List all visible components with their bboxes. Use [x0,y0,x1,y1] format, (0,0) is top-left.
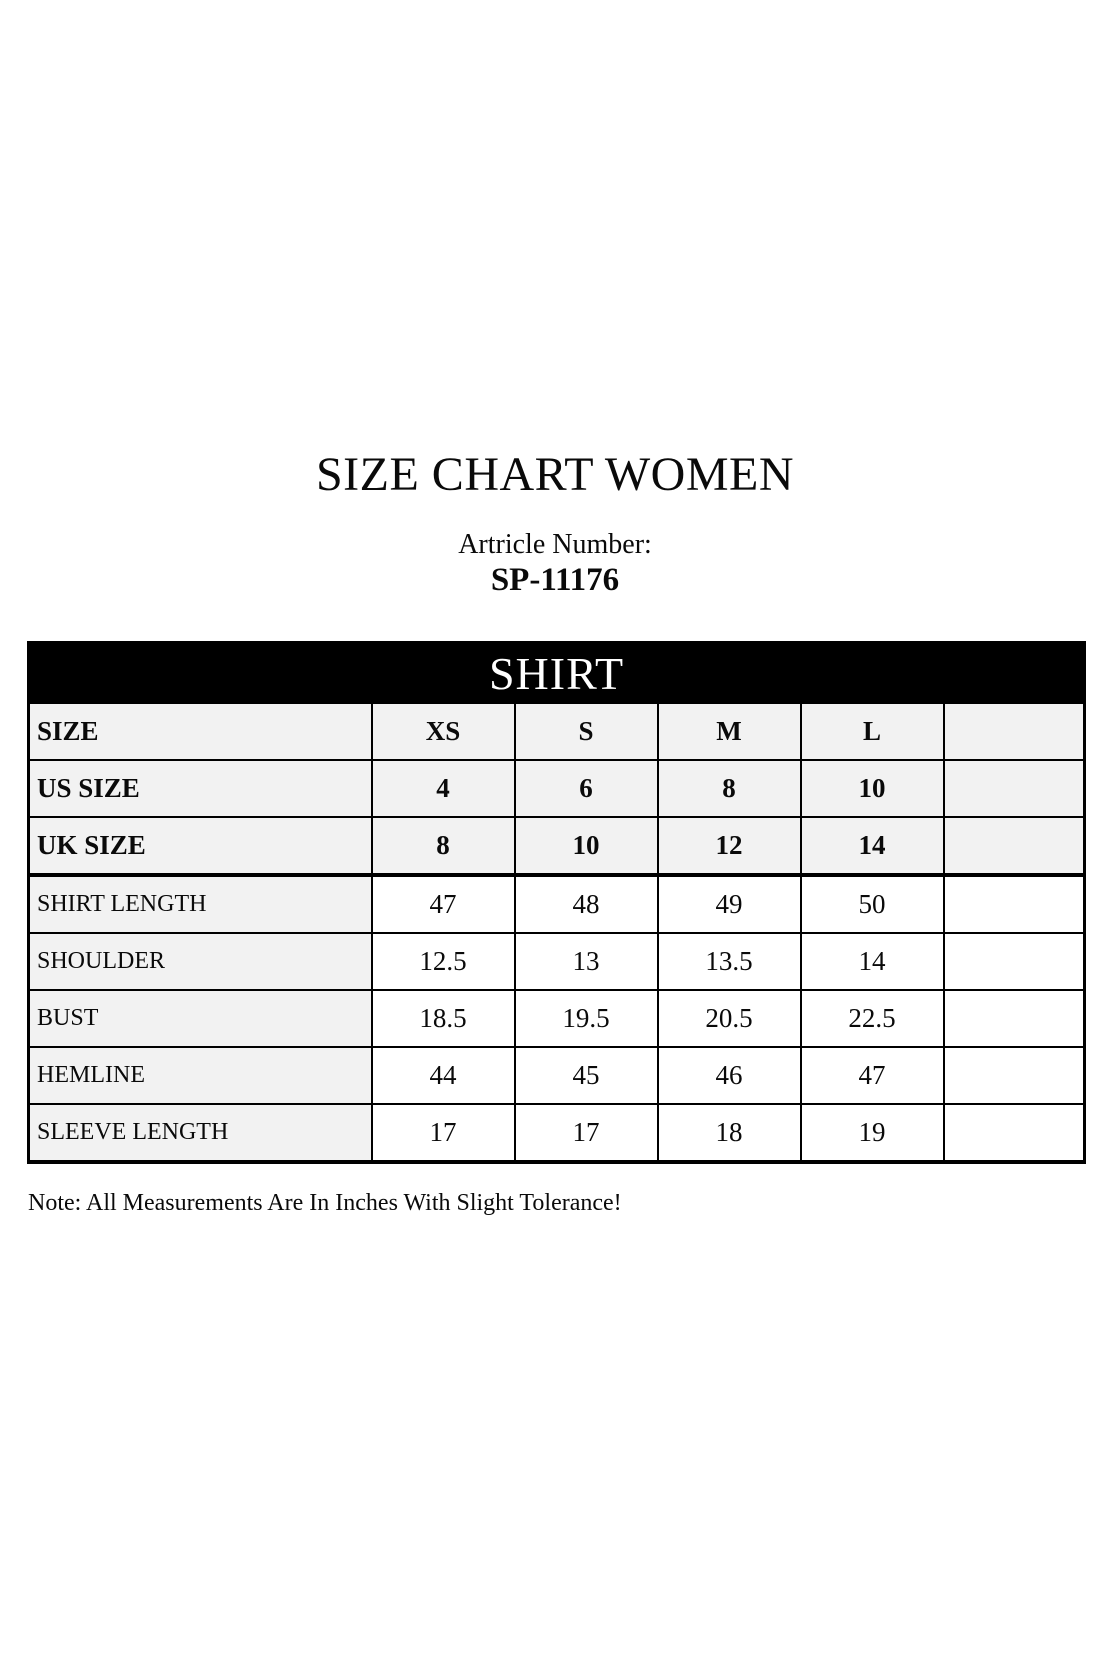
table-title-cell: SHIRT [27,641,1086,704]
table-cell: 19.5 [513,989,659,1048]
table-cell [942,759,1086,818]
table-row: SHIRT LENGTH 47 48 49 50 [27,874,1086,934]
table-cell: XS [370,702,516,761]
table-cell: 12.5 [370,932,516,991]
row-label: SHOULDER [27,932,373,991]
size-table-body: SHIRT SIZE XS S M L US SIZE 4 6 8 10 UK SIZE 8 10 12 1… [27,641,1086,1163]
row-label: SLEEVE LENGTH [27,1103,373,1163]
table-cell: 17 [370,1103,516,1163]
table-cell: 12 [656,816,802,877]
table-cell: 10 [513,816,659,877]
table-row: BUST 18.5 19.5 20.5 22.5 [27,989,1086,1048]
table-cell: L [799,702,945,761]
article-number-label: Artricle Number: [458,529,652,560]
table-cell [942,816,1086,877]
table-cell: 4 [370,759,516,818]
table-row: SLEEVE LENGTH 17 17 18 19 [27,1103,1086,1163]
table-cell: 18 [656,1103,802,1163]
row-label: UK SIZE [27,816,373,877]
table-cell: 19 [799,1103,945,1163]
table-cell: 22.5 [799,989,945,1048]
table-cell: 6 [513,759,659,818]
table-cell: 18.5 [370,989,516,1048]
table-cell: 8 [656,759,802,818]
table-row: UK SIZE 8 10 12 14 [27,816,1086,877]
article-number-value: SP-11176 [490,562,620,598]
table-title-row: SHIRT [27,641,1086,704]
table-cell: 44 [370,1046,516,1105]
row-label: HEMLINE [27,1046,373,1105]
table-row: HEMLINE 44 45 46 47 [27,1046,1086,1105]
table-cell: 49 [656,874,802,934]
table-cell: 47 [799,1046,945,1105]
table-cell: 14 [799,816,945,877]
table-cell [942,932,1086,991]
table-cell: 13.5 [656,932,802,991]
note-text: Note: All Measurements Are In Inches Wit… [28,1190,622,1216]
table-row: US SIZE 4 6 8 10 [27,759,1086,818]
table-cell: M [656,702,802,761]
table-cell [942,874,1086,934]
row-label: BUST [27,989,373,1048]
table-cell [942,1103,1086,1163]
table-cell: 45 [513,1046,659,1105]
table-cell [942,1046,1086,1105]
table-cell: 20.5 [656,989,802,1048]
row-label: SIZE [27,702,373,761]
size-table: SHIRT SIZE XS S M L US SIZE 4 6 8 10 UK SIZE 8 10 12 1… [27,641,1087,1164]
table-cell: 47 [370,874,516,934]
table-cell [942,702,1086,761]
row-label: US SIZE [27,759,373,818]
table-cell: 13 [513,932,659,991]
table-cell: 46 [656,1046,802,1105]
table-cell: 14 [799,932,945,991]
table-cell: 8 [370,816,516,877]
table-cell: S [513,702,659,761]
table-cell: 50 [799,874,945,934]
table-cell: 48 [513,874,659,934]
table-row: SHOULDER 12.5 13 13.5 14 [27,932,1086,991]
table-row: SIZE XS S M L [27,702,1086,761]
row-label: SHIRT LENGTH [27,874,373,934]
table-cell [942,989,1086,1048]
table-cell: 17 [513,1103,659,1163]
page-title: SIZE CHART WOMEN [315,448,794,501]
table-cell: 10 [799,759,945,818]
